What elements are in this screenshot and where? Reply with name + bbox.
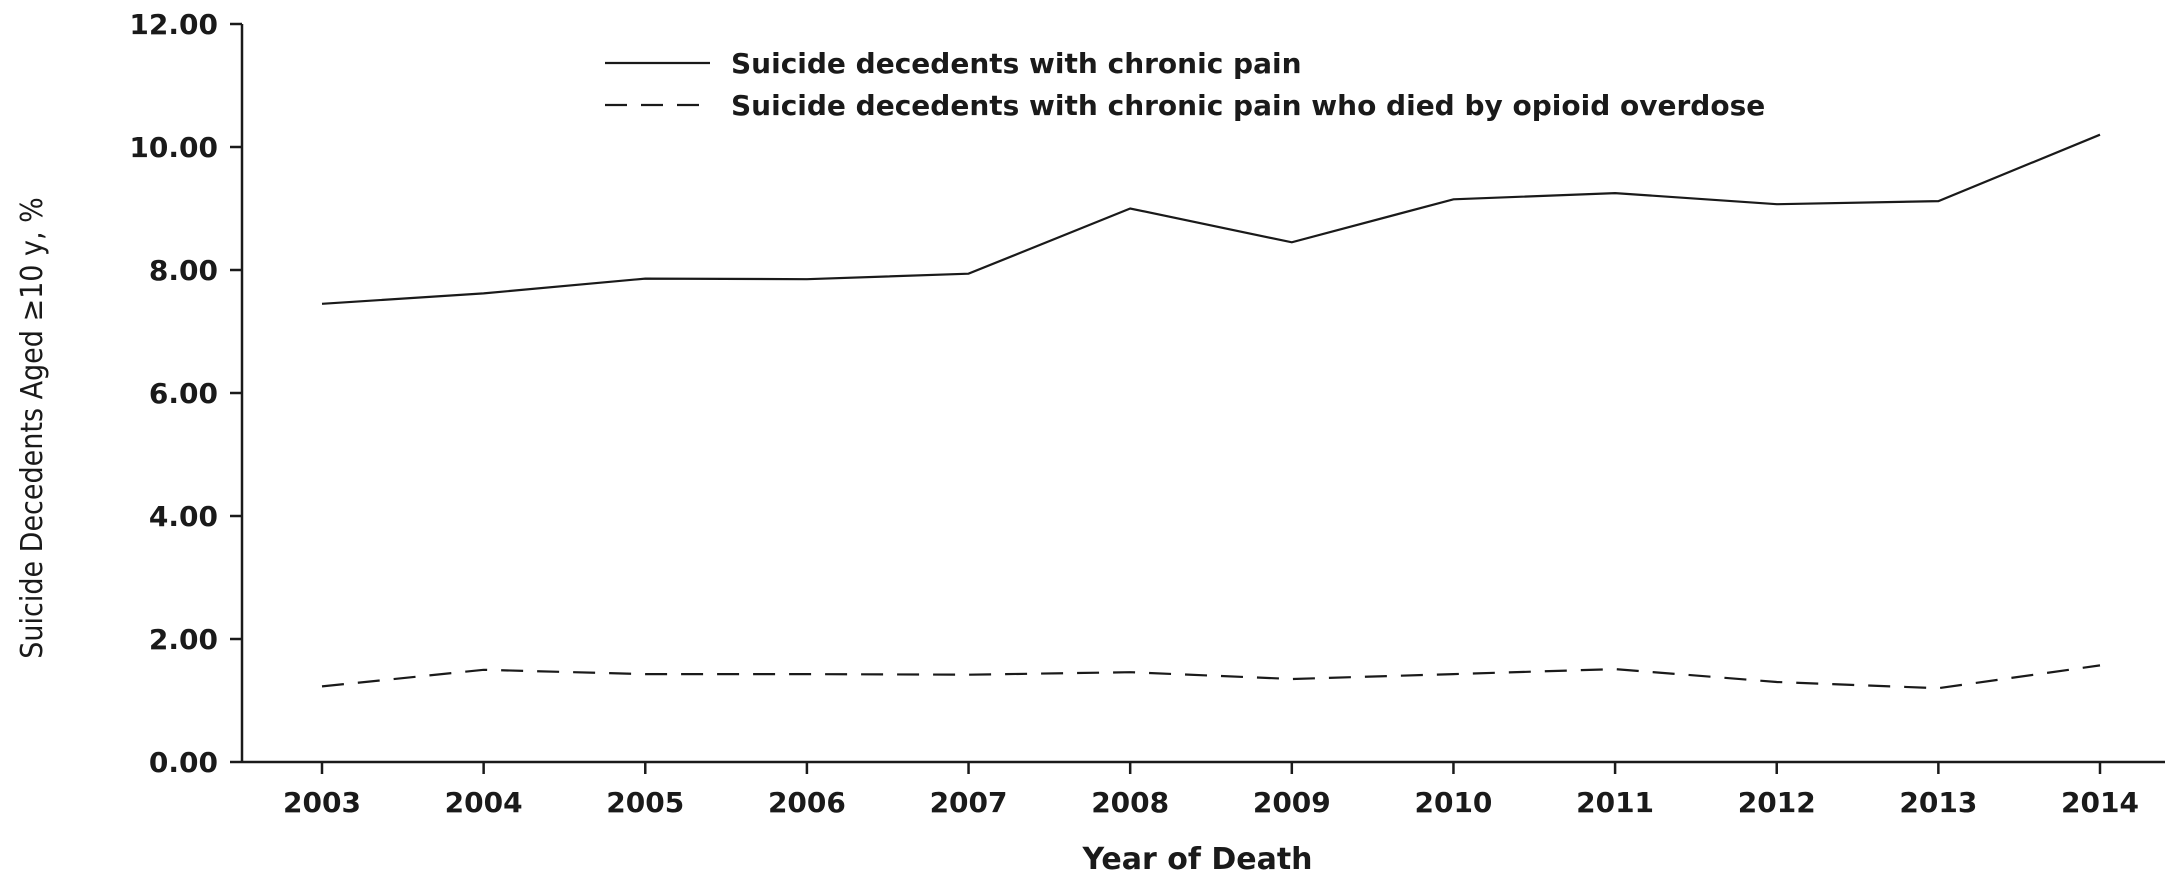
y-tick-label: 0.00 [149,746,218,779]
y-tick-label: 8.00 [149,254,218,287]
x-tick-label: 2011 [1576,786,1654,819]
series-line-chronic-pain [321,133,2101,305]
legend: Suicide decedents with chronic pain Suici… [605,47,1765,122]
x-tick-label: 2010 [1414,786,1492,819]
x-axis: 2003 2004 2005 2006 2007 2008 2009 2010 2011 2012… [242,760,2165,819]
y-tick-label: 6.00 [149,377,218,410]
x-tick-label: 2003 [283,786,361,819]
legend-label: Suicide decedents with chronic pain [731,47,1302,80]
x-tick-label: 2013 [1899,786,1977,819]
x-tick-label: 2006 [768,786,846,819]
y-tick-label: 12.00 [129,8,218,41]
x-axis-title: Year of Death [1081,842,1312,877]
y-axis-title: Suicide Decedents Aged ≥10 y, % [15,197,50,659]
y-axis: 0.00 2.00 4.00 6.00 8.00 10.00 12.00 [129,8,244,779]
y-tick-label: 2.00 [149,623,218,656]
y-tick-label: 4.00 [149,500,218,533]
legend-label: Suicide decedents with chronic pain who … [731,89,1765,122]
x-tick-label: 2012 [1738,786,1816,819]
x-tick-label: 2009 [1253,786,1331,819]
x-tick-label: 2007 [930,786,1008,819]
y-tick-label: 10.00 [129,131,218,164]
x-tick-label: 2008 [1091,786,1169,819]
x-tick-label: 2005 [606,786,684,819]
x-tick-label: 2014 [2061,786,2139,819]
series-line-opioid-overdose [321,664,2101,690]
series-layer [321,133,2101,690]
x-tick-label: 2004 [445,786,523,819]
